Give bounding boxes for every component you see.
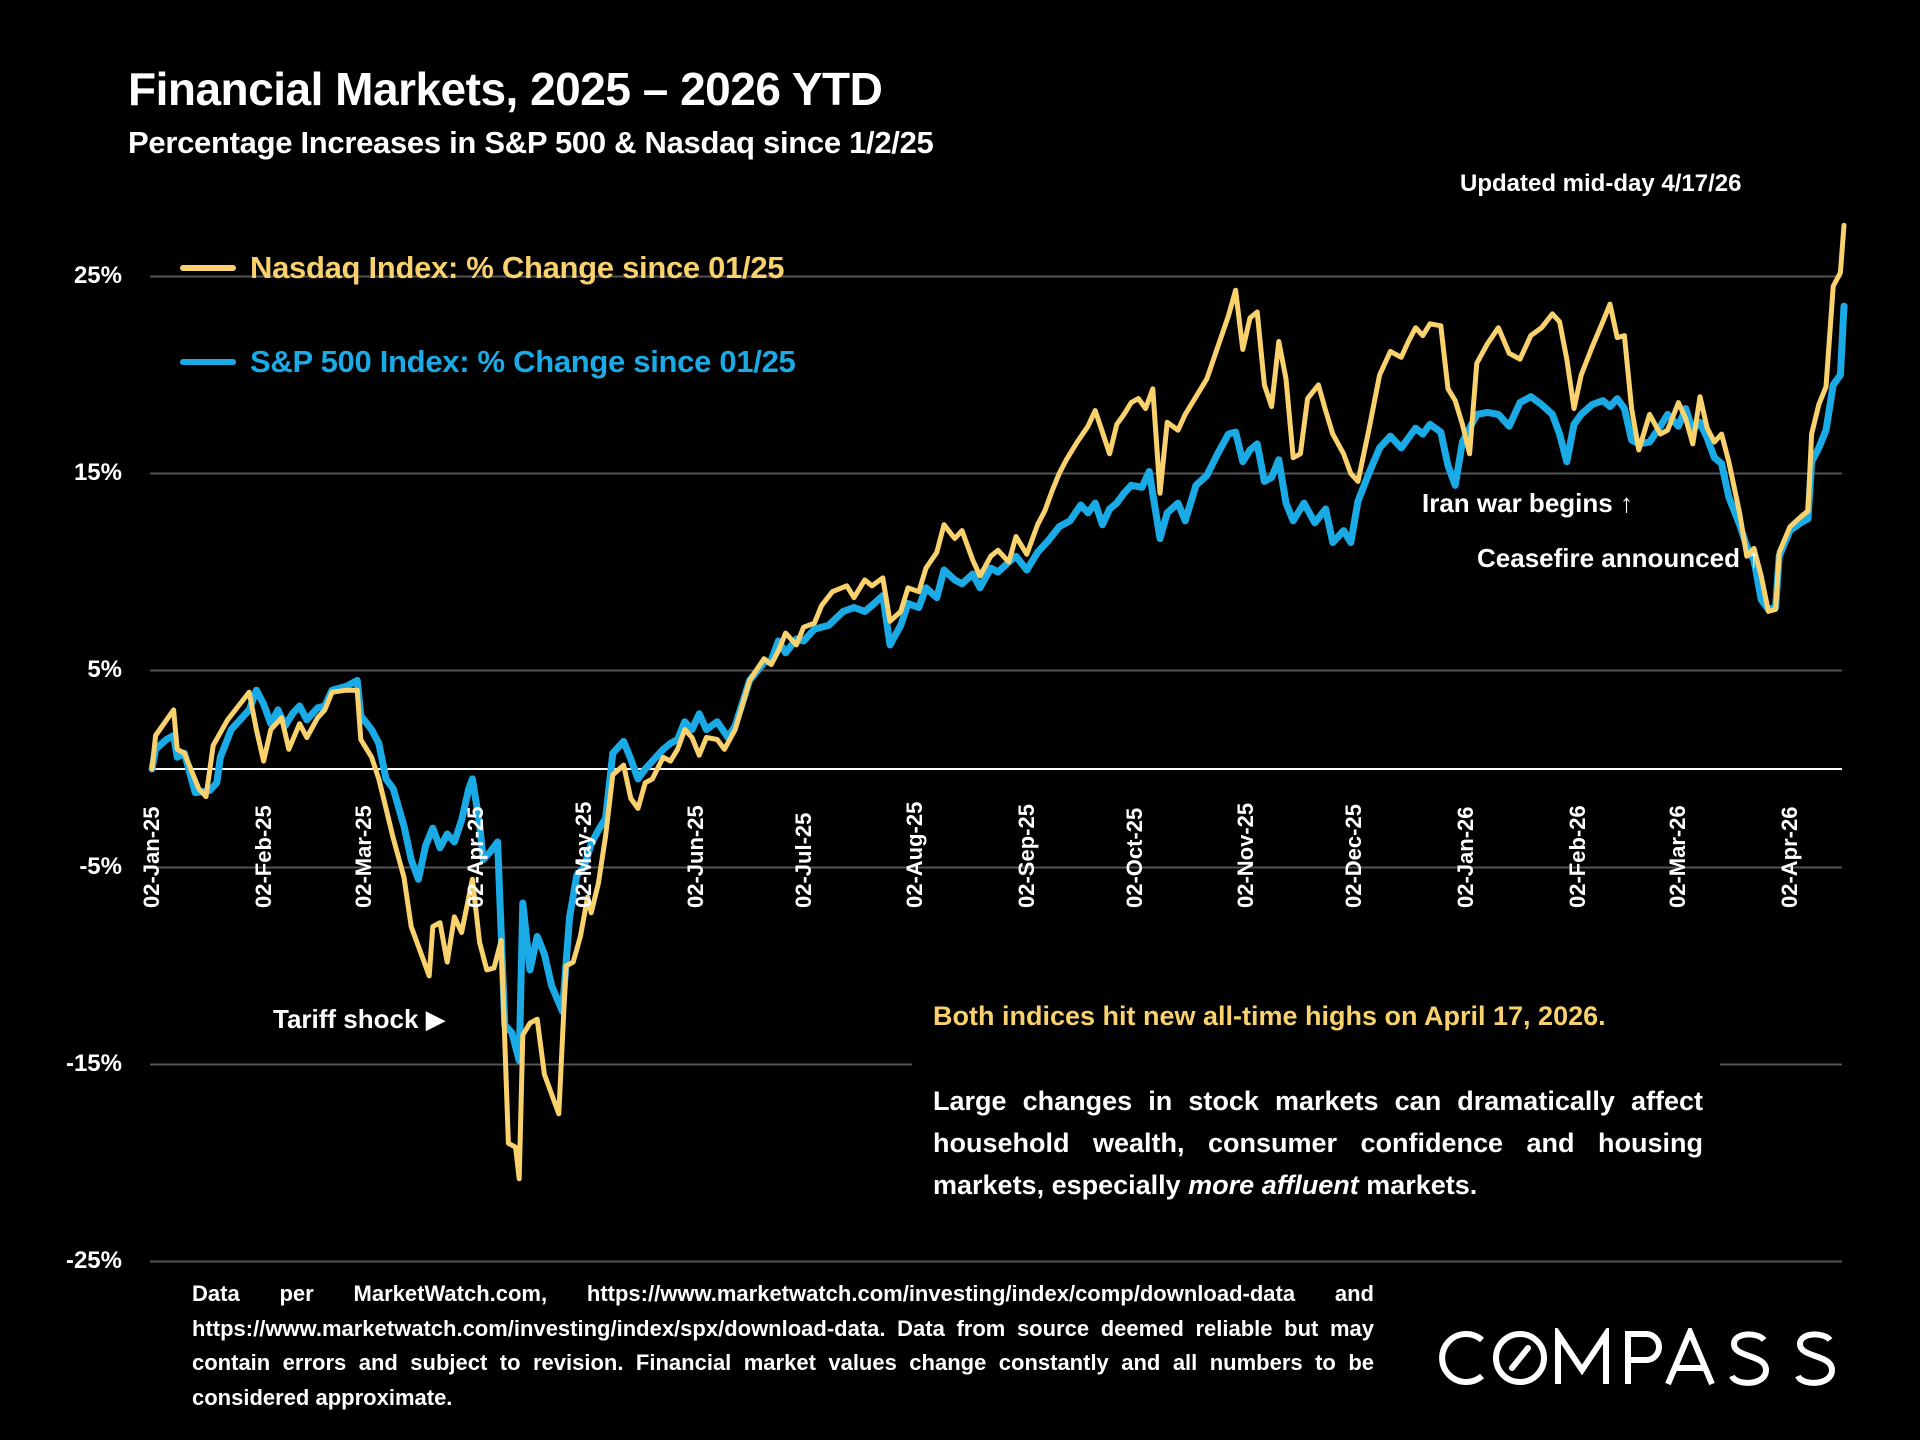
info-box	[912, 990, 1720, 1220]
legend-swatch-nasdaq	[180, 265, 236, 271]
series-line-sp500	[148, 302, 1848, 1065]
y-tick-label: 15%	[73, 458, 122, 486]
x-tick-label: 02-Oct-25	[1121, 807, 1147, 908]
logo-letter-s2	[1795, 1331, 1836, 1386]
x-tick-label: 02-Apr-25	[463, 806, 488, 908]
compass-logo	[1439, 1328, 1836, 1386]
annotation-iran-war: Iran war begins ↑	[1422, 488, 1633, 518]
y-tick-label: 5%	[87, 655, 122, 683]
logo-compass-needle	[1509, 1345, 1531, 1371]
y-tick-label: -5%	[79, 852, 122, 880]
legend-swatch-sp500	[180, 359, 236, 365]
info-body-text-end: markets.	[1358, 1170, 1478, 1200]
series-line-nasdaq	[149, 222, 1847, 1182]
x-tick-label: 02-Nov-25	[1233, 802, 1259, 908]
x-tick-label: 02-Jan-26	[1453, 806, 1478, 908]
x-tick-label: 02-May-25	[571, 801, 596, 908]
logo-letter-o	[1493, 1331, 1547, 1385]
x-tick-label: 02-Jun-25	[682, 805, 708, 908]
chart-title: Financial Markets, 2025 – 2026 YTD	[128, 63, 883, 115]
x-tick-label: 02-Mar-25	[351, 805, 377, 908]
x-tick-label: 02-Jul-25	[790, 812, 816, 908]
x-tick-label: 02-Dec-25	[1341, 804, 1367, 908]
y-tick-label: -15%	[65, 1049, 122, 1077]
info-headline: Both indices hit new all-time highs on A…	[933, 1001, 1606, 1031]
logo-letter-p	[1625, 1331, 1662, 1384]
chart-subtitle: Percentage Increases in S&P 500 & Nasdaq…	[128, 125, 934, 160]
legend-item-sp500: S&P 500 Index: % Change since 01/25	[180, 344, 796, 380]
source-footnote: Data per MarketWatch.com, https://www.ma…	[192, 1281, 1374, 1410]
y-tick-label: 25%	[73, 261, 122, 289]
annotation-tariff-shock: Tariff shock ▶	[273, 1004, 446, 1034]
x-tick-label: 02-Feb-26	[1564, 805, 1590, 908]
info-body-emphasis: more affluent	[1188, 1170, 1359, 1200]
series-layer	[148, 222, 1848, 1182]
x-tick-label: 02-Mar-26	[1665, 805, 1691, 908]
info-body-text: Large changes in stock markets can drama…	[933, 1086, 1703, 1200]
logo-letter-a	[1665, 1328, 1715, 1386]
x-tick-label: 02-Jan-25	[139, 806, 164, 908]
x-tick-label: 02-Aug-25	[902, 801, 928, 908]
x-tick-label: 02-Apr-26	[1777, 806, 1802, 908]
x-tick-label: 02-Sep-25	[1013, 804, 1039, 908]
legend-label-nasdaq: Nasdaq Index: % Change since 01/25	[250, 250, 785, 285]
x-tick-label: 02-Feb-25	[250, 805, 276, 908]
legend-item-nasdaq: Nasdaq Index: % Change since 01/25	[180, 250, 785, 286]
info-body: Large changes in stock markets can drama…	[933, 1080, 1703, 1206]
legend-label-sp500: S&P 500 Index: % Change since 01/25	[250, 344, 796, 379]
logo-letter-c	[1439, 1331, 1484, 1385]
logo-letter-s	[1729, 1331, 1770, 1386]
annotation-ceasefire: Ceasefire announced ↑	[1477, 543, 1761, 573]
logo-letter-m	[1555, 1328, 1609, 1384]
y-tick-label: -25%	[65, 1246, 122, 1274]
updated-timestamp: Updated mid-day 4/17/26	[1460, 170, 1742, 197]
